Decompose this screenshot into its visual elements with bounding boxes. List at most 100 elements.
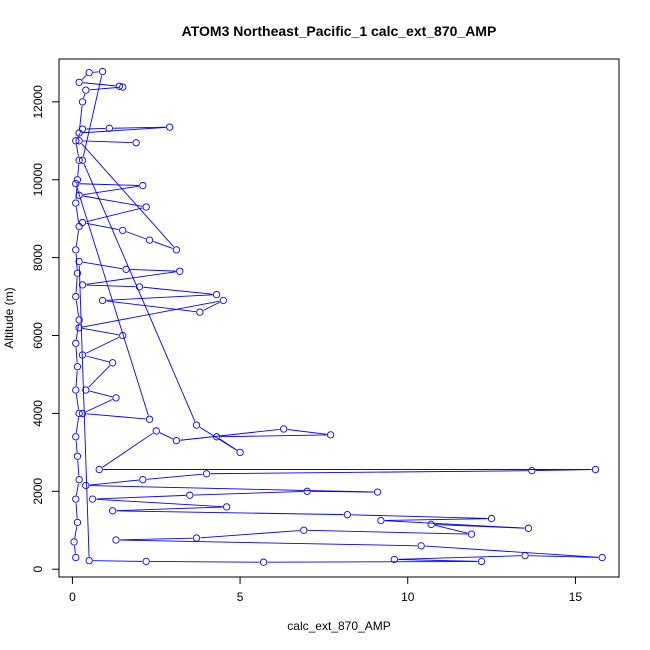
series-segment bbox=[384, 518, 488, 521]
series-segment bbox=[88, 365, 111, 388]
y-tick-label: 8000 bbox=[31, 244, 45, 271]
data-point bbox=[142, 203, 150, 211]
series-segment bbox=[75, 207, 79, 223]
plot-frame bbox=[58, 58, 620, 578]
data-point bbox=[75, 78, 83, 87]
series-segment bbox=[93, 560, 143, 562]
series-segment bbox=[113, 126, 166, 129]
series-segment bbox=[89, 479, 139, 486]
x-tick-label: 5 bbox=[237, 590, 244, 604]
series-segment bbox=[287, 429, 327, 435]
data-point bbox=[78, 281, 87, 289]
data-point bbox=[73, 518, 82, 527]
series-segment bbox=[86, 207, 143, 223]
data-point bbox=[75, 156, 83, 164]
data-point bbox=[78, 98, 87, 106]
series-segment bbox=[89, 390, 113, 398]
series-segment bbox=[75, 370, 78, 387]
series-segment bbox=[119, 539, 418, 547]
data-point bbox=[259, 558, 268, 566]
series-segment bbox=[74, 526, 78, 539]
series-segment bbox=[425, 545, 599, 558]
data-point bbox=[75, 222, 83, 231]
data-point bbox=[82, 481, 90, 490]
data-point bbox=[142, 557, 150, 566]
data-point bbox=[186, 491, 194, 499]
series-segment bbox=[85, 336, 120, 354]
data-point bbox=[172, 246, 181, 254]
series-segment bbox=[180, 428, 280, 441]
series-segment bbox=[77, 460, 80, 476]
data-point bbox=[75, 475, 83, 484]
x-axis-label: calc_ext_870_AMP bbox=[287, 619, 390, 633]
data-point bbox=[219, 296, 227, 305]
data-point bbox=[109, 359, 117, 367]
data-point bbox=[196, 308, 204, 316]
series-segment bbox=[82, 300, 220, 328]
data-point bbox=[72, 246, 80, 254]
series-segment bbox=[83, 93, 86, 99]
data-point bbox=[95, 465, 103, 474]
series-segment bbox=[82, 327, 119, 336]
data-point bbox=[202, 470, 211, 478]
series-segment bbox=[153, 241, 173, 249]
data-point bbox=[467, 530, 476, 538]
data-point bbox=[73, 363, 82, 371]
series-segment bbox=[75, 347, 78, 363]
series-segment bbox=[78, 265, 90, 557]
series-segment bbox=[143, 286, 213, 295]
data-point bbox=[326, 431, 335, 439]
data-point bbox=[85, 68, 93, 77]
series-segment bbox=[200, 530, 300, 539]
data-point bbox=[72, 495, 80, 503]
y-tick-label: 10000 bbox=[31, 163, 45, 197]
data-point bbox=[598, 553, 606, 562]
series-segment bbox=[82, 195, 143, 207]
series-segment bbox=[150, 560, 260, 563]
series-segment bbox=[76, 144, 79, 157]
data-point bbox=[109, 507, 117, 515]
data-point bbox=[524, 524, 533, 532]
series-segment bbox=[75, 440, 78, 453]
data-point bbox=[166, 123, 174, 131]
data-point bbox=[528, 467, 536, 475]
series-segment bbox=[434, 524, 468, 534]
series-segment bbox=[76, 483, 79, 496]
series-segment bbox=[130, 269, 176, 272]
series-segment bbox=[86, 413, 146, 420]
series-segment bbox=[77, 164, 80, 176]
data-point bbox=[82, 386, 90, 394]
series-segment bbox=[435, 524, 525, 529]
series-segment bbox=[75, 417, 79, 433]
series-segment bbox=[75, 300, 79, 317]
series-segment bbox=[529, 555, 599, 558]
data-point bbox=[115, 82, 124, 90]
data-point bbox=[236, 448, 244, 457]
data-point bbox=[377, 516, 385, 525]
data-point bbox=[72, 553, 80, 562]
y-tick-label: 4000 bbox=[31, 400, 45, 427]
data-point bbox=[78, 156, 87, 164]
data-point bbox=[75, 409, 83, 418]
series-segment bbox=[102, 432, 154, 468]
data-point bbox=[223, 503, 231, 511]
series-segment bbox=[86, 355, 109, 363]
data-point bbox=[78, 351, 87, 359]
data-point bbox=[176, 267, 184, 275]
series-segment bbox=[75, 393, 79, 410]
data-point bbox=[112, 536, 120, 544]
y-tick-label: 6000 bbox=[31, 322, 45, 349]
data-point bbox=[145, 415, 154, 423]
data-point bbox=[212, 433, 221, 441]
data-point bbox=[73, 176, 82, 184]
y-tick-label: 12000 bbox=[31, 85, 45, 119]
series-segment bbox=[81, 75, 87, 80]
series-segment bbox=[83, 185, 139, 196]
y-axis-label: Altitude (m) bbox=[2, 287, 16, 348]
series-segment bbox=[96, 498, 223, 508]
series-segment bbox=[210, 470, 528, 475]
data-point bbox=[119, 83, 127, 91]
series-segment bbox=[535, 469, 592, 472]
series-segment bbox=[106, 294, 213, 301]
